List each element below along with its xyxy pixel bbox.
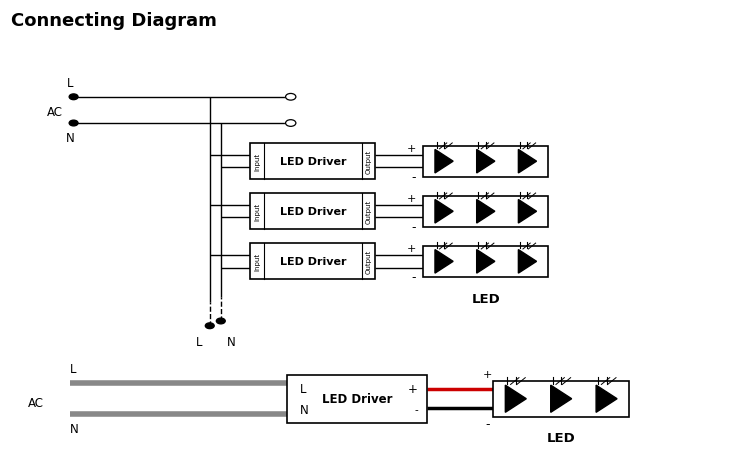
Polygon shape — [518, 150, 537, 174]
Text: LED: LED — [547, 431, 576, 444]
Circle shape — [205, 323, 214, 329]
Bar — [250, 144, 375, 179]
Text: Connecting Diagram: Connecting Diagram — [11, 12, 217, 30]
Polygon shape — [596, 386, 617, 412]
Polygon shape — [435, 250, 453, 274]
Bar — [423, 247, 548, 277]
Text: +: + — [406, 143, 416, 153]
Text: +: + — [406, 193, 416, 203]
Text: L: L — [70, 363, 77, 376]
Text: Input: Input — [254, 253, 260, 271]
Text: AC: AC — [28, 396, 44, 409]
Text: N: N — [70, 422, 79, 435]
Polygon shape — [477, 250, 495, 274]
Circle shape — [69, 121, 78, 127]
Polygon shape — [435, 200, 453, 224]
Text: -: - — [414, 405, 418, 414]
Text: LED Driver: LED Driver — [280, 207, 346, 217]
Text: AC: AC — [46, 105, 63, 119]
Text: -: - — [411, 220, 416, 233]
Text: -: - — [411, 170, 416, 183]
Text: N: N — [300, 403, 309, 416]
Circle shape — [286, 120, 296, 127]
Text: -: - — [485, 417, 489, 430]
Polygon shape — [551, 386, 572, 412]
Text: N: N — [227, 336, 236, 348]
Text: LED Driver: LED Driver — [280, 257, 346, 267]
Polygon shape — [506, 386, 526, 412]
Bar — [423, 147, 548, 177]
Bar — [250, 244, 375, 280]
Text: L: L — [67, 77, 73, 90]
Polygon shape — [518, 200, 537, 224]
Circle shape — [69, 95, 78, 100]
Text: -: - — [411, 270, 416, 283]
Bar — [250, 194, 375, 229]
Text: Input: Input — [254, 203, 260, 221]
Polygon shape — [435, 150, 453, 174]
Text: LED: LED — [471, 293, 500, 306]
Text: LED Driver: LED Driver — [280, 157, 346, 167]
Bar — [423, 196, 548, 227]
Text: N: N — [66, 131, 74, 144]
Text: +: + — [483, 369, 492, 379]
Text: LED Driver: LED Driver — [322, 392, 392, 406]
Circle shape — [286, 94, 296, 101]
Bar — [493, 381, 629, 417]
Text: L: L — [300, 382, 307, 395]
Text: +: + — [408, 382, 418, 395]
Bar — [287, 375, 427, 423]
Text: Output: Output — [366, 150, 372, 174]
Text: L: L — [196, 336, 202, 348]
Circle shape — [216, 318, 225, 324]
Text: Output: Output — [366, 200, 372, 224]
Polygon shape — [477, 150, 495, 174]
Polygon shape — [518, 250, 537, 274]
Text: Input: Input — [254, 153, 260, 171]
Text: Output: Output — [366, 250, 372, 274]
Polygon shape — [477, 200, 495, 224]
Text: +: + — [406, 243, 416, 253]
